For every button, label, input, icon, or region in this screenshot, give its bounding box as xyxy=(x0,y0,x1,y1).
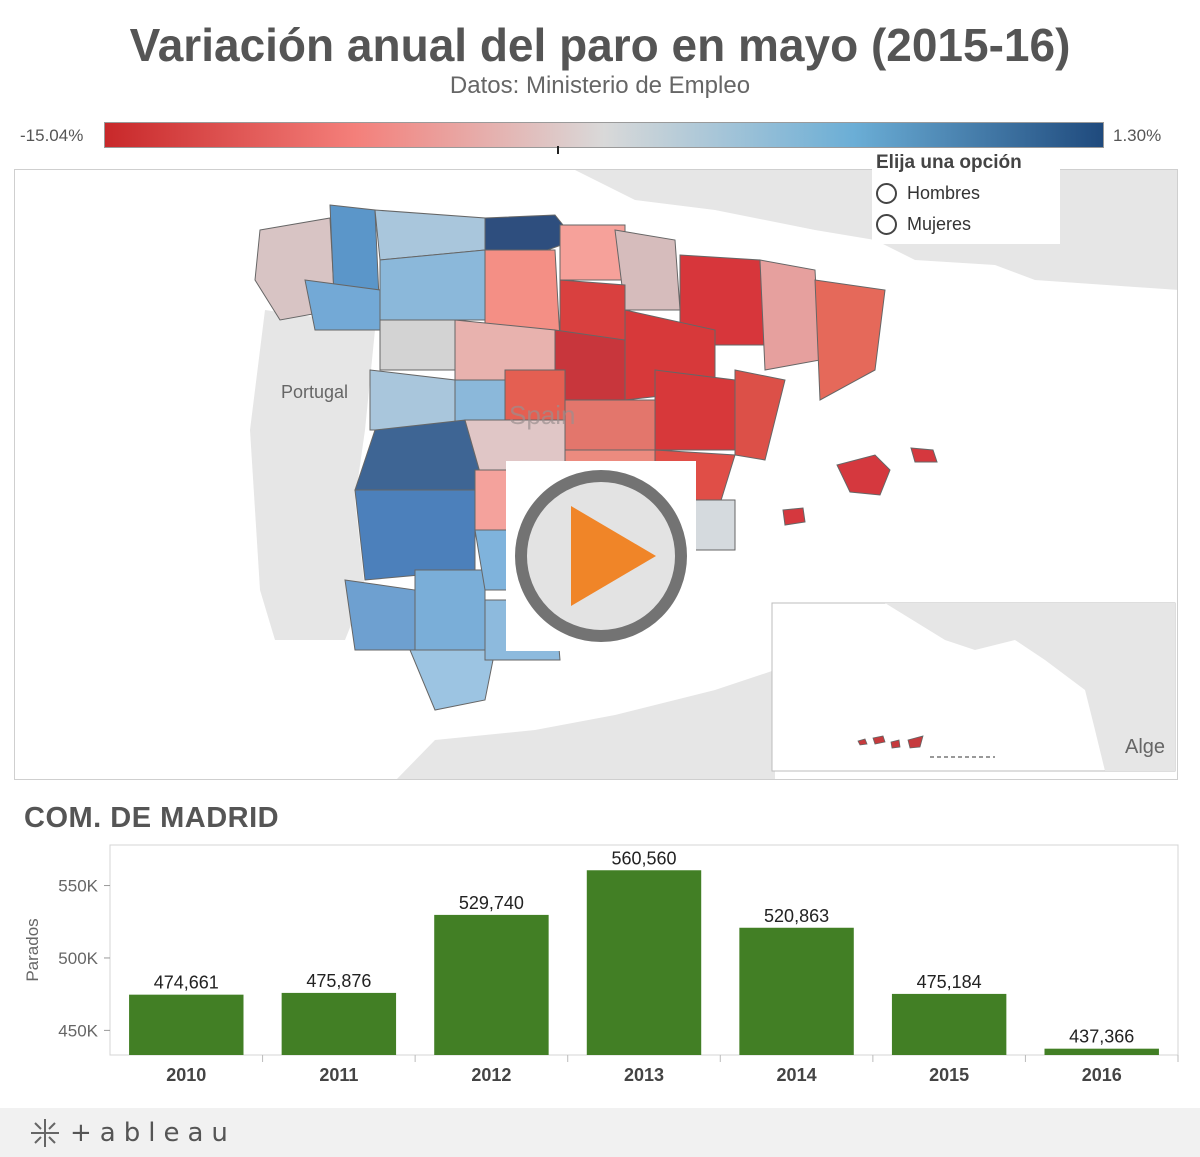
province-castellon xyxy=(734,369,786,461)
bar-value-label: 437,366 xyxy=(1069,1027,1134,1047)
page-subtitle: Datos: Ministerio de Empleo xyxy=(449,72,751,99)
province-cuenca xyxy=(564,399,656,451)
radio-hombres[interactable] xyxy=(876,183,897,204)
province-caceres xyxy=(354,419,486,491)
portugal-land xyxy=(250,310,375,640)
bar-2011[interactable] xyxy=(281,992,397,1055)
bar-2010[interactable] xyxy=(129,994,244,1055)
map-label-portugal: Portugal xyxy=(281,382,348,402)
province-alicante xyxy=(694,499,736,551)
province-huelva xyxy=(344,579,416,651)
bar-2014[interactable] xyxy=(739,927,854,1055)
bar-2013[interactable] xyxy=(586,870,702,1055)
province-sevilla xyxy=(414,569,486,651)
y-axis-title: Parados xyxy=(23,918,42,981)
province-leon xyxy=(379,249,486,321)
map-label-spain: Spain xyxy=(509,400,576,430)
bar-value-label: 560,560 xyxy=(611,848,676,868)
x-tick-label: 2015 xyxy=(929,1065,969,1085)
x-tick-label: 2013 xyxy=(624,1065,664,1085)
legend-zero-tick xyxy=(557,146,559,154)
x-tick-label: 2014 xyxy=(777,1065,817,1085)
filter-title: Elija una opción xyxy=(876,152,1022,173)
province-salamanca xyxy=(369,369,456,431)
north-africa-land xyxy=(396,670,775,779)
province-baleares-menorca xyxy=(910,447,938,463)
filter-option-mujeres-label: Mujeres xyxy=(907,214,972,234)
bar-value-label: 475,876 xyxy=(306,971,371,991)
province-badajoz xyxy=(354,489,476,581)
province-baleares-ibiza xyxy=(782,507,806,526)
bar-chart: Parados 450K 500K 550K 474,661 2010 475,876 20… xyxy=(23,844,1179,1085)
radio-mujeres[interactable] xyxy=(876,214,897,235)
x-tick-label: 2012 xyxy=(471,1065,511,1085)
province-teruel xyxy=(654,369,736,451)
y-tick-label: 450K xyxy=(58,1021,98,1040)
y-tick-label: 550K xyxy=(58,877,98,896)
filter-option-mujeres[interactable]: Mujeres xyxy=(876,209,1056,240)
play-button[interactable] xyxy=(506,461,696,651)
province-cadiz xyxy=(409,649,496,711)
bar-value-label: 520,863 xyxy=(764,906,829,926)
province-baleares-mallorca xyxy=(836,454,891,496)
page-title: Variación anual del paro en mayo (2015-1… xyxy=(129,19,1071,71)
filter-option-hombres[interactable]: Hombres xyxy=(876,178,1056,209)
province-valladolid xyxy=(379,319,456,371)
footer-bar xyxy=(0,1108,1200,1157)
y-tick-label: 500K xyxy=(58,949,98,968)
province-catalonia-east xyxy=(814,279,886,401)
play-icon xyxy=(515,470,687,642)
filter-option-hombres-label: Hombres xyxy=(907,183,981,203)
bar-value-label: 474,661 xyxy=(154,973,219,993)
province-lleida xyxy=(759,259,821,371)
x-tick-label: 2011 xyxy=(319,1065,358,1085)
bar-2016[interactable] xyxy=(1044,1048,1159,1055)
bar-2015[interactable] xyxy=(891,993,1007,1055)
tableau-logo[interactable]: +ableau xyxy=(28,1116,236,1150)
bar-2012[interactable] xyxy=(434,914,549,1055)
bar-value-label: 529,740 xyxy=(459,893,524,913)
bar-value-label: 475,184 xyxy=(917,972,982,992)
canary-islands-inset: Alge xyxy=(771,602,1176,772)
section-title: COM. DE MADRID xyxy=(24,802,280,834)
gender-filter: Elija una opción Hombres Mujeres xyxy=(872,150,1060,244)
tableau-cross-icon xyxy=(31,1119,59,1147)
x-tick-label: 2010 xyxy=(166,1065,206,1085)
legend-max-label: 1.30% xyxy=(1113,126,1162,145)
legend-min-label: -15.04% xyxy=(20,126,84,145)
x-tick-label: 2016 xyxy=(1082,1065,1122,1085)
color-legend-bar xyxy=(104,122,1104,148)
tableau-wordmark: +ableau xyxy=(70,1118,236,1148)
map-label-algeria: Alge xyxy=(1125,736,1165,758)
